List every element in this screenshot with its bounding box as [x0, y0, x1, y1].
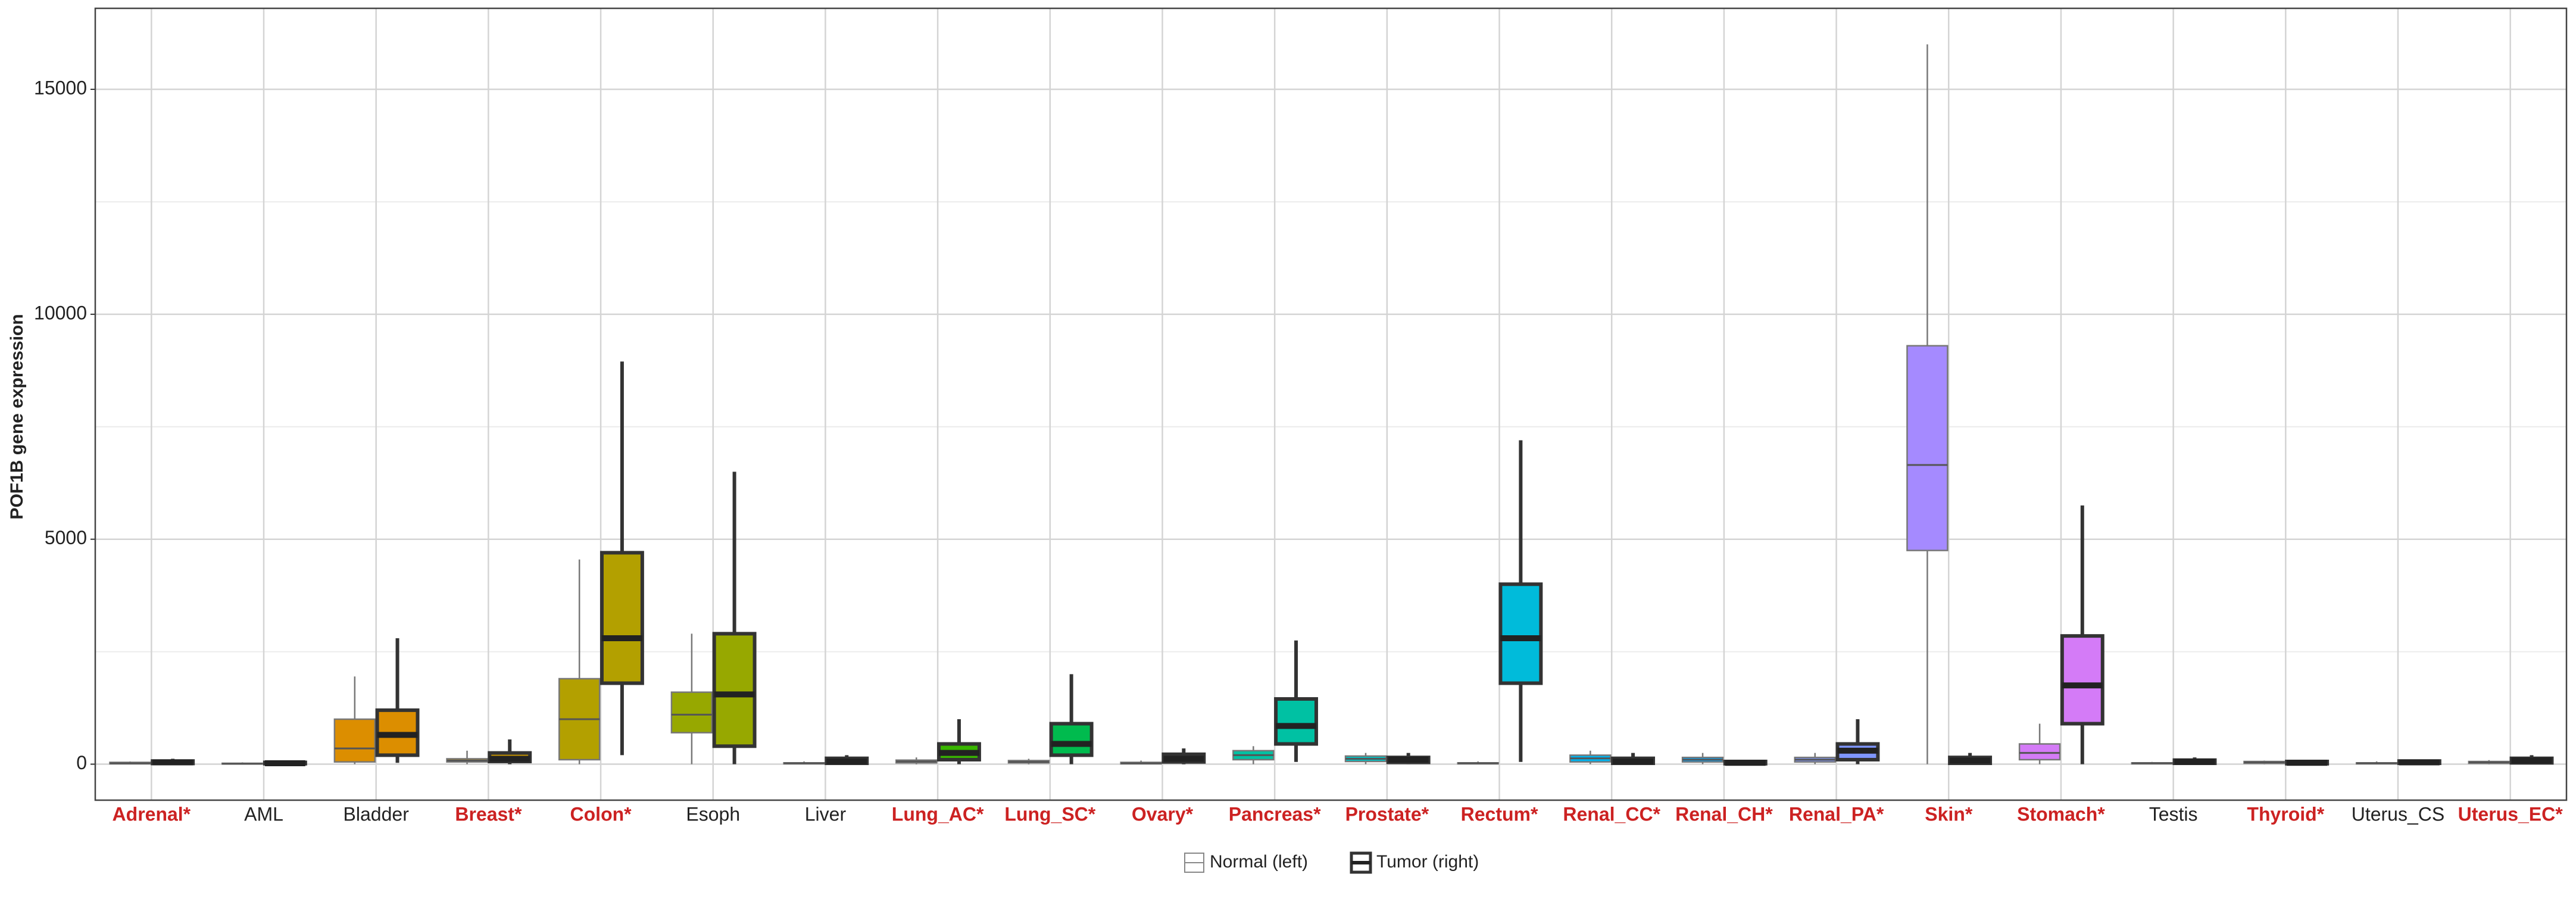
- box-plot: [825, 755, 869, 766]
- box-plot: [1457, 761, 1499, 765]
- box-plot: [1161, 748, 1206, 764]
- y-tick-label: 0: [76, 752, 87, 773]
- x-tick-label: Liver: [805, 803, 847, 825]
- x-tick-label: Testis: [2149, 803, 2198, 825]
- box-plot: [1569, 750, 1612, 764]
- x-tick-label: Thyroid*: [2247, 803, 2324, 825]
- box-plot: [109, 761, 151, 765]
- box-plot: [599, 361, 644, 756]
- box: [2060, 634, 2104, 726]
- x-tick-label: Skin*: [1925, 803, 1973, 825]
- x-tick-label: Stomach*: [2017, 803, 2105, 825]
- x-tick-label: Uterus_EC*: [2458, 803, 2563, 825]
- box-plot: [1835, 719, 1880, 764]
- box-plot: [2355, 761, 2398, 765]
- box-plot: [2468, 760, 2511, 764]
- box-plot: [2509, 755, 2554, 765]
- box-plot: [488, 739, 532, 764]
- box-plot: [783, 761, 825, 765]
- box-plot: [446, 750, 488, 764]
- legend-label: Normal (left): [1210, 852, 1308, 872]
- legend-item: Tumor (right): [1350, 851, 1479, 874]
- box: [2018, 743, 2061, 761]
- box-plot: [1498, 440, 1543, 762]
- box-plot: [1948, 753, 1993, 766]
- box-plot: [558, 559, 601, 764]
- x-tick-label: Bladder: [344, 803, 410, 825]
- x-tick-label: Colon*: [570, 803, 632, 825]
- box-plot: [1049, 674, 1094, 764]
- box-plot: [712, 472, 757, 764]
- box: [670, 691, 713, 733]
- box: [1049, 722, 1094, 757]
- x-tick-label: Ovary*: [1132, 803, 1194, 825]
- x-tick-label: Renal_CC*: [1563, 803, 1660, 825]
- x-tick-label: Lung_AC*: [892, 803, 984, 825]
- x-tick-label: AML: [244, 803, 283, 825]
- box-plot: [2397, 759, 2441, 766]
- box-plot: [2243, 760, 2285, 764]
- x-tick-label: Prostate*: [1345, 803, 1429, 825]
- box-plot: [2060, 505, 2104, 764]
- box-plot: [1120, 760, 1162, 765]
- box-plot: [1723, 759, 1768, 766]
- box-plot: [151, 758, 195, 766]
- box-plot: [2285, 759, 2330, 766]
- y-tick-label: 5000: [45, 527, 87, 548]
- box: [1906, 345, 1949, 551]
- legend-item: Normal (left): [1184, 852, 1308, 873]
- box-plot: [1794, 753, 1836, 764]
- box-plot: [333, 676, 376, 764]
- box-plot: [2131, 761, 2173, 765]
- box: [712, 632, 757, 748]
- y-tick-label: 10000: [34, 302, 87, 323]
- box: [1498, 582, 1543, 685]
- box-plot: [937, 719, 981, 764]
- x-tick-label: Renal_CH*: [1675, 803, 1773, 825]
- panel-border: [94, 7, 2568, 801]
- box-plot: [2172, 757, 2217, 766]
- box-plot: [1232, 746, 1275, 764]
- x-tick-label: Renal_PA*: [1789, 803, 1884, 825]
- box-plot: [2018, 723, 2061, 764]
- box-plot: [670, 633, 713, 764]
- box: [333, 718, 376, 763]
- box-plot: [263, 760, 307, 767]
- x-tick-label: Breast*: [455, 803, 522, 825]
- box-plot: [1681, 753, 1724, 764]
- box-plot: [221, 762, 264, 765]
- box-plot: [1274, 640, 1318, 762]
- box-plot: [1906, 44, 1949, 764]
- x-tick-label: Lung_SC*: [1004, 803, 1095, 825]
- box: [1274, 697, 1318, 746]
- x-tick-label: Esoph: [686, 803, 740, 825]
- box-plot: [1344, 753, 1387, 764]
- box-plot: [1386, 753, 1431, 764]
- x-tick-label: Uterus_CS: [2352, 803, 2445, 825]
- y-axis-title: POF1B gene expression: [7, 314, 27, 519]
- x-tick-label: Adrenal*: [113, 803, 191, 825]
- x-tick-label: Rectum*: [1461, 803, 1538, 825]
- x-tick-label: Pancreas*: [1229, 803, 1321, 825]
- box-plot: [895, 757, 938, 764]
- box-plot: [375, 638, 420, 763]
- box-plot: [1007, 758, 1050, 764]
- y-tick-label: 15000: [34, 77, 87, 98]
- box-plot: [1611, 753, 1656, 766]
- box: [599, 551, 644, 685]
- legend-label: Tumor (right): [1376, 852, 1479, 872]
